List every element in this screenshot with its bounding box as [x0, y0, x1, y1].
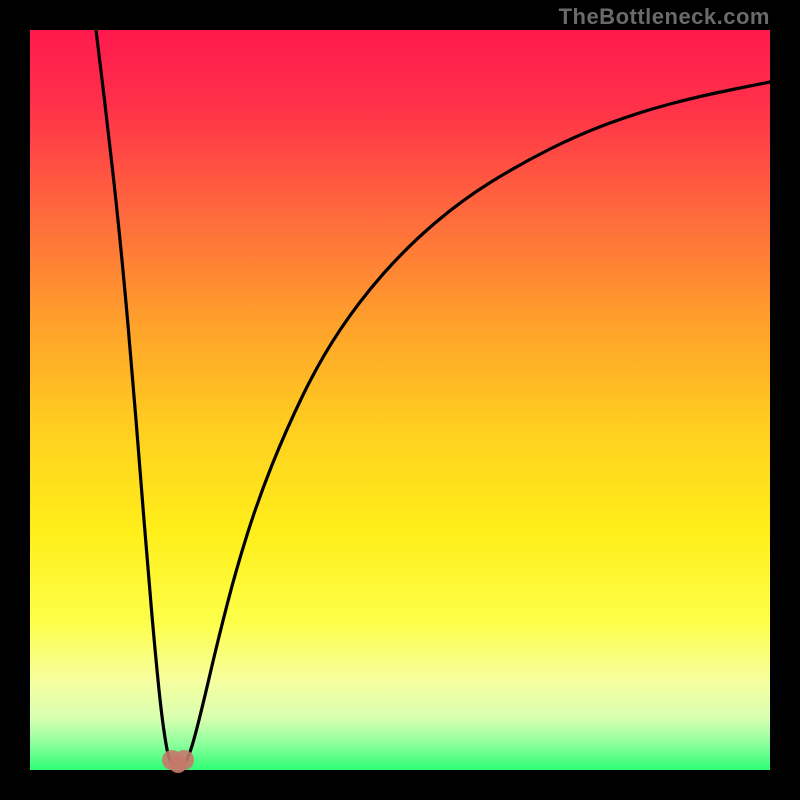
bottleneck-curve: [96, 30, 770, 766]
curve-layer: [0, 0, 800, 800]
chart-frame: TheBottleneck.com: [0, 0, 800, 800]
watermark-text: TheBottleneck.com: [559, 4, 770, 30]
valley-marker: [169, 755, 187, 773]
